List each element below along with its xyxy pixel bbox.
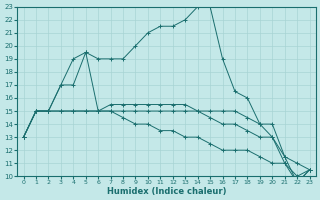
X-axis label: Humidex (Indice chaleur): Humidex (Indice chaleur) bbox=[107, 187, 226, 196]
